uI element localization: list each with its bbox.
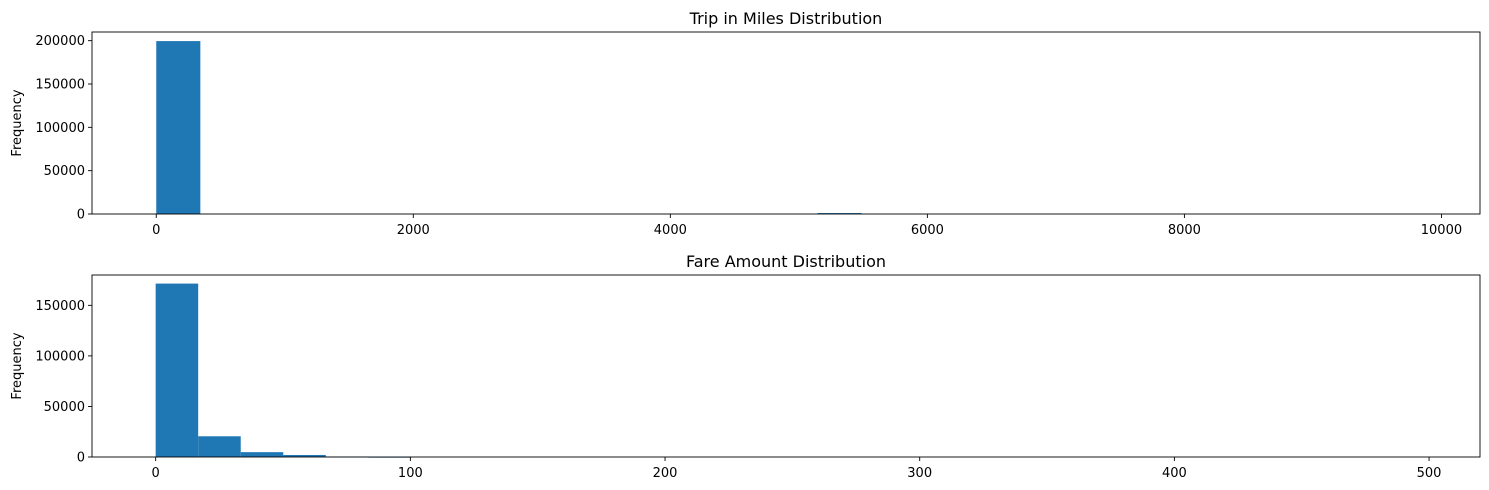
axes-frame — [91, 274, 1481, 458]
y-tick-label: 0 — [77, 451, 85, 466]
y-axis: 0 50000 100000 150000 — [35, 299, 92, 466]
chart-title: Trip in Miles Distribution — [689, 9, 883, 28]
histogram-bar — [198, 436, 241, 457]
x-tick-label: 400 — [1162, 466, 1187, 481]
histogram-bar — [817, 213, 862, 214]
axes-frame — [91, 31, 1481, 215]
x-tick-label: 100 — [398, 466, 423, 481]
y-axis-label: Frequency — [10, 89, 25, 156]
x-tick-label: 300 — [907, 466, 932, 481]
x-tick-label: 10000 — [1421, 223, 1462, 238]
y-tick-label: 50000 — [44, 400, 85, 415]
y-axis: 0 50000 100000 150000 200000 — [35, 34, 92, 223]
x-tick-label: 8000 — [1168, 223, 1201, 238]
y-axis-label: Frequency — [10, 332, 25, 399]
bar-group — [156, 41, 862, 214]
x-axis: 0 2000 4000 6000 8000 10000 — [152, 214, 1462, 238]
x-tick-label: 500 — [1417, 466, 1442, 481]
histogram-bar — [240, 452, 284, 457]
x-tick-label: 2000 — [397, 223, 430, 238]
histogram-bar — [155, 283, 199, 457]
y-tick-label: 100000 — [35, 349, 85, 364]
subplot-trip-miles: Trip in Miles Distribution Frequency 0 50… — [10, 9, 1481, 238]
histogram-bar — [283, 454, 326, 457]
histogram-bar — [156, 41, 201, 214]
y-tick-label: 100000 — [35, 121, 85, 136]
y-tick-label: 150000 — [35, 78, 85, 93]
subplot-fare-amount: Fare Amount Distribution Frequency 05000… — [10, 252, 1481, 481]
y-tick-label: 50000 — [44, 164, 85, 179]
x-tick-label: 200 — [653, 466, 678, 481]
chart-title: Fare Amount Distribution — [686, 252, 886, 271]
y-tick-label: 0 — [77, 208, 85, 223]
x-tick-label: 4000 — [654, 223, 687, 238]
x-axis: 0 100 200 300 400 500 — [152, 457, 1442, 481]
bar-group — [155, 283, 411, 458]
y-tick-label: 200000 — [35, 34, 85, 49]
x-tick-label: 0 — [152, 223, 160, 238]
y-tick-label: 150000 — [35, 299, 85, 314]
x-tick-label: 0 — [152, 466, 160, 481]
x-tick-label: 6000 — [911, 223, 944, 238]
